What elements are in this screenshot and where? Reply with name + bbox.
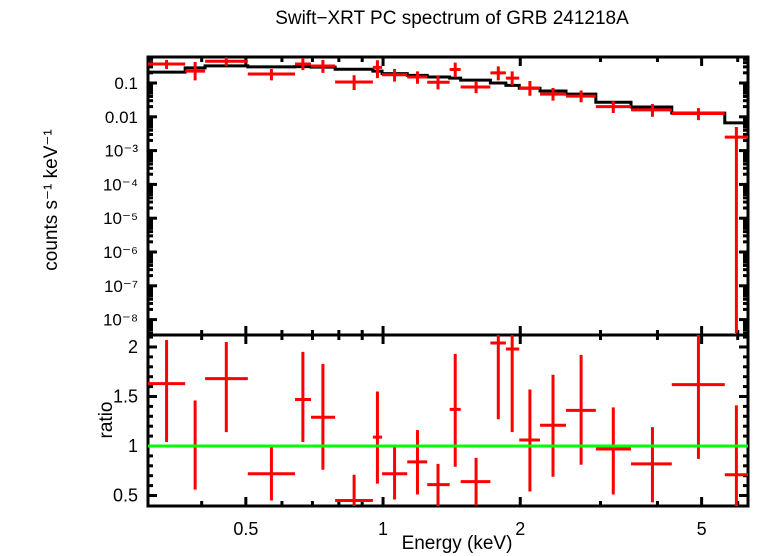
y-tick-label: 0.5 xyxy=(113,486,138,506)
y-tick-label: 2 xyxy=(128,337,138,357)
ratio-data-point xyxy=(335,474,373,506)
plot-area: 0.5 1 2 5 0.1 0.01 10⁻³ 10⁻⁴ 10⁻⁵ 10⁻⁶ 10⁻⁷ 10⁻⁸ 0.5… xyxy=(103,55,750,539)
spectrum-data-point xyxy=(427,76,450,90)
ratio-data-point xyxy=(540,374,566,477)
spectrum-data-point xyxy=(505,71,520,86)
y-tick-label: 10⁻³ xyxy=(104,142,138,161)
ratio-data-point xyxy=(247,446,296,501)
ratio-data-point xyxy=(519,389,541,492)
spectrum-data-point xyxy=(382,68,408,82)
x-tick-label: 0.5 xyxy=(233,519,258,539)
ratio-data-point xyxy=(505,335,520,433)
top-y-axis-label: counts s⁻¹ keV⁻¹ xyxy=(41,129,62,271)
y-tick-label: 1.5 xyxy=(113,386,138,406)
spectrum-data-point xyxy=(671,108,725,121)
y-tick-label: 10⁻⁸ xyxy=(103,311,138,330)
ratio-data-point xyxy=(407,430,428,495)
ratio-data-point xyxy=(671,335,725,459)
ratio-panel-frame xyxy=(146,333,750,508)
y-tick-label: 10⁻⁴ xyxy=(103,175,138,194)
ratio-data-point xyxy=(565,354,596,465)
ratio-data-point xyxy=(148,340,186,443)
x-axis-label: Energy (keV) xyxy=(402,533,513,554)
ratio-data-point xyxy=(427,463,450,506)
model-line xyxy=(148,64,748,125)
spectrum-data-point xyxy=(372,60,383,79)
spectrum-data-point xyxy=(724,126,748,334)
spectrum-data-point xyxy=(460,80,491,94)
ratio-data-point xyxy=(490,335,506,420)
spectrum-data-point xyxy=(247,68,296,81)
spectrum-data-point xyxy=(148,59,186,69)
x-tick-label: 1 xyxy=(378,519,388,539)
spectrum-data-point xyxy=(565,90,596,103)
spectrum-data-point xyxy=(519,80,541,96)
y-tick-label: 10⁻⁵ xyxy=(103,209,138,228)
y-tick-label: 10⁻⁷ xyxy=(104,277,138,296)
ratio-data-point xyxy=(311,363,336,470)
ratio-data-point xyxy=(205,342,248,433)
spectrum-data-point xyxy=(407,71,428,84)
spectrum-panel-frame xyxy=(146,55,750,337)
ratio-data-point xyxy=(295,351,312,443)
spectrum-data-point xyxy=(185,61,206,81)
x-tick-label: 2 xyxy=(515,519,525,539)
spectrum-data-point xyxy=(295,57,312,71)
y-tick-label: 0.1 xyxy=(114,74,138,93)
y-tick-label: 1 xyxy=(128,436,138,456)
ratio-data-point xyxy=(595,407,632,495)
spectrum-data-point xyxy=(540,88,566,101)
spectrum-data-point xyxy=(490,66,506,81)
ratio-data-point xyxy=(724,405,748,506)
figure-title: Swift−XRT PC spectrum of GRB 241218A xyxy=(275,8,629,29)
spectrum-data-point xyxy=(205,57,248,66)
ratio-data-point xyxy=(460,457,491,506)
y-tick-label: 10⁻⁶ xyxy=(103,243,138,262)
spectrum-data-point xyxy=(595,101,632,113)
ratio-data-point xyxy=(449,353,461,467)
x-tick-label: 5 xyxy=(697,519,707,539)
spectrum-data-point xyxy=(449,62,461,78)
ratio-data-point xyxy=(382,445,408,500)
ratio-data-point xyxy=(631,427,672,503)
spectrum-data-point xyxy=(335,75,373,91)
bottom-y-axis-label: ratio xyxy=(96,402,117,439)
spectrum-data-point xyxy=(311,59,336,73)
ratio-data-point xyxy=(372,391,383,484)
spectrum-data-point xyxy=(631,103,672,117)
y-tick-label: 0.01 xyxy=(105,108,138,127)
